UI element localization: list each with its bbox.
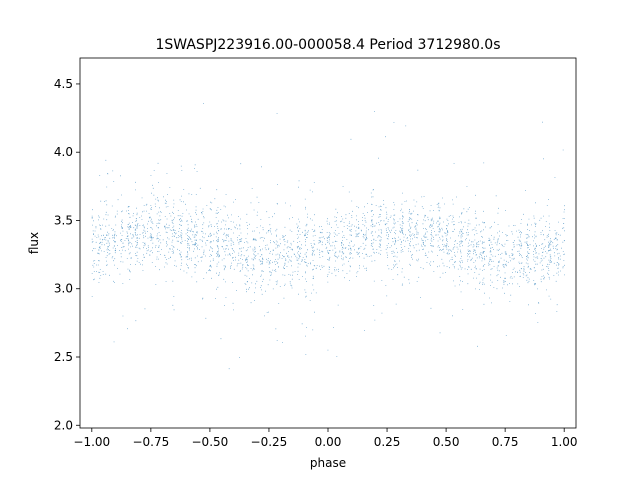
data-point [91, 103, 565, 370]
x-tick-label: 0.00 [315, 435, 342, 449]
x-axis-label: phase [310, 456, 346, 470]
x-tick-label: −1.00 [73, 435, 110, 449]
x-tick-label: −0.75 [132, 435, 169, 449]
y-tick-label: 3.0 [54, 282, 73, 296]
y-tick-label: 2.5 [54, 350, 73, 364]
chart-title: 1SWASPJ223916.00-000058.4 Period 3712980… [155, 37, 500, 53]
x-tick-label: −0.50 [192, 435, 229, 449]
plot-frame [79, 57, 577, 429]
y-tick-label: 4.0 [54, 145, 73, 159]
y-tick-label: 4.5 [54, 77, 73, 91]
y-axis: 2.0 2.5 3.0 3.5 4.0 4.5 [54, 77, 80, 432]
x-tick-label: 0.75 [492, 435, 519, 449]
x-tick-label: 0.25 [374, 435, 401, 449]
y-axis-label: flux [27, 232, 41, 254]
x-tick-label: −0.25 [251, 435, 288, 449]
scatter-points [91, 103, 565, 370]
y-tick-label: 3.5 [54, 213, 73, 227]
x-tick-label: 0.50 [433, 435, 460, 449]
y-tick-label: 2.0 [54, 418, 73, 432]
x-axis: −1.00 −0.75 −0.50 −0.25 0.00 0.25 0.50 0.75 1.00 [73, 428, 578, 449]
x-tick-label: 1.00 [551, 435, 578, 449]
